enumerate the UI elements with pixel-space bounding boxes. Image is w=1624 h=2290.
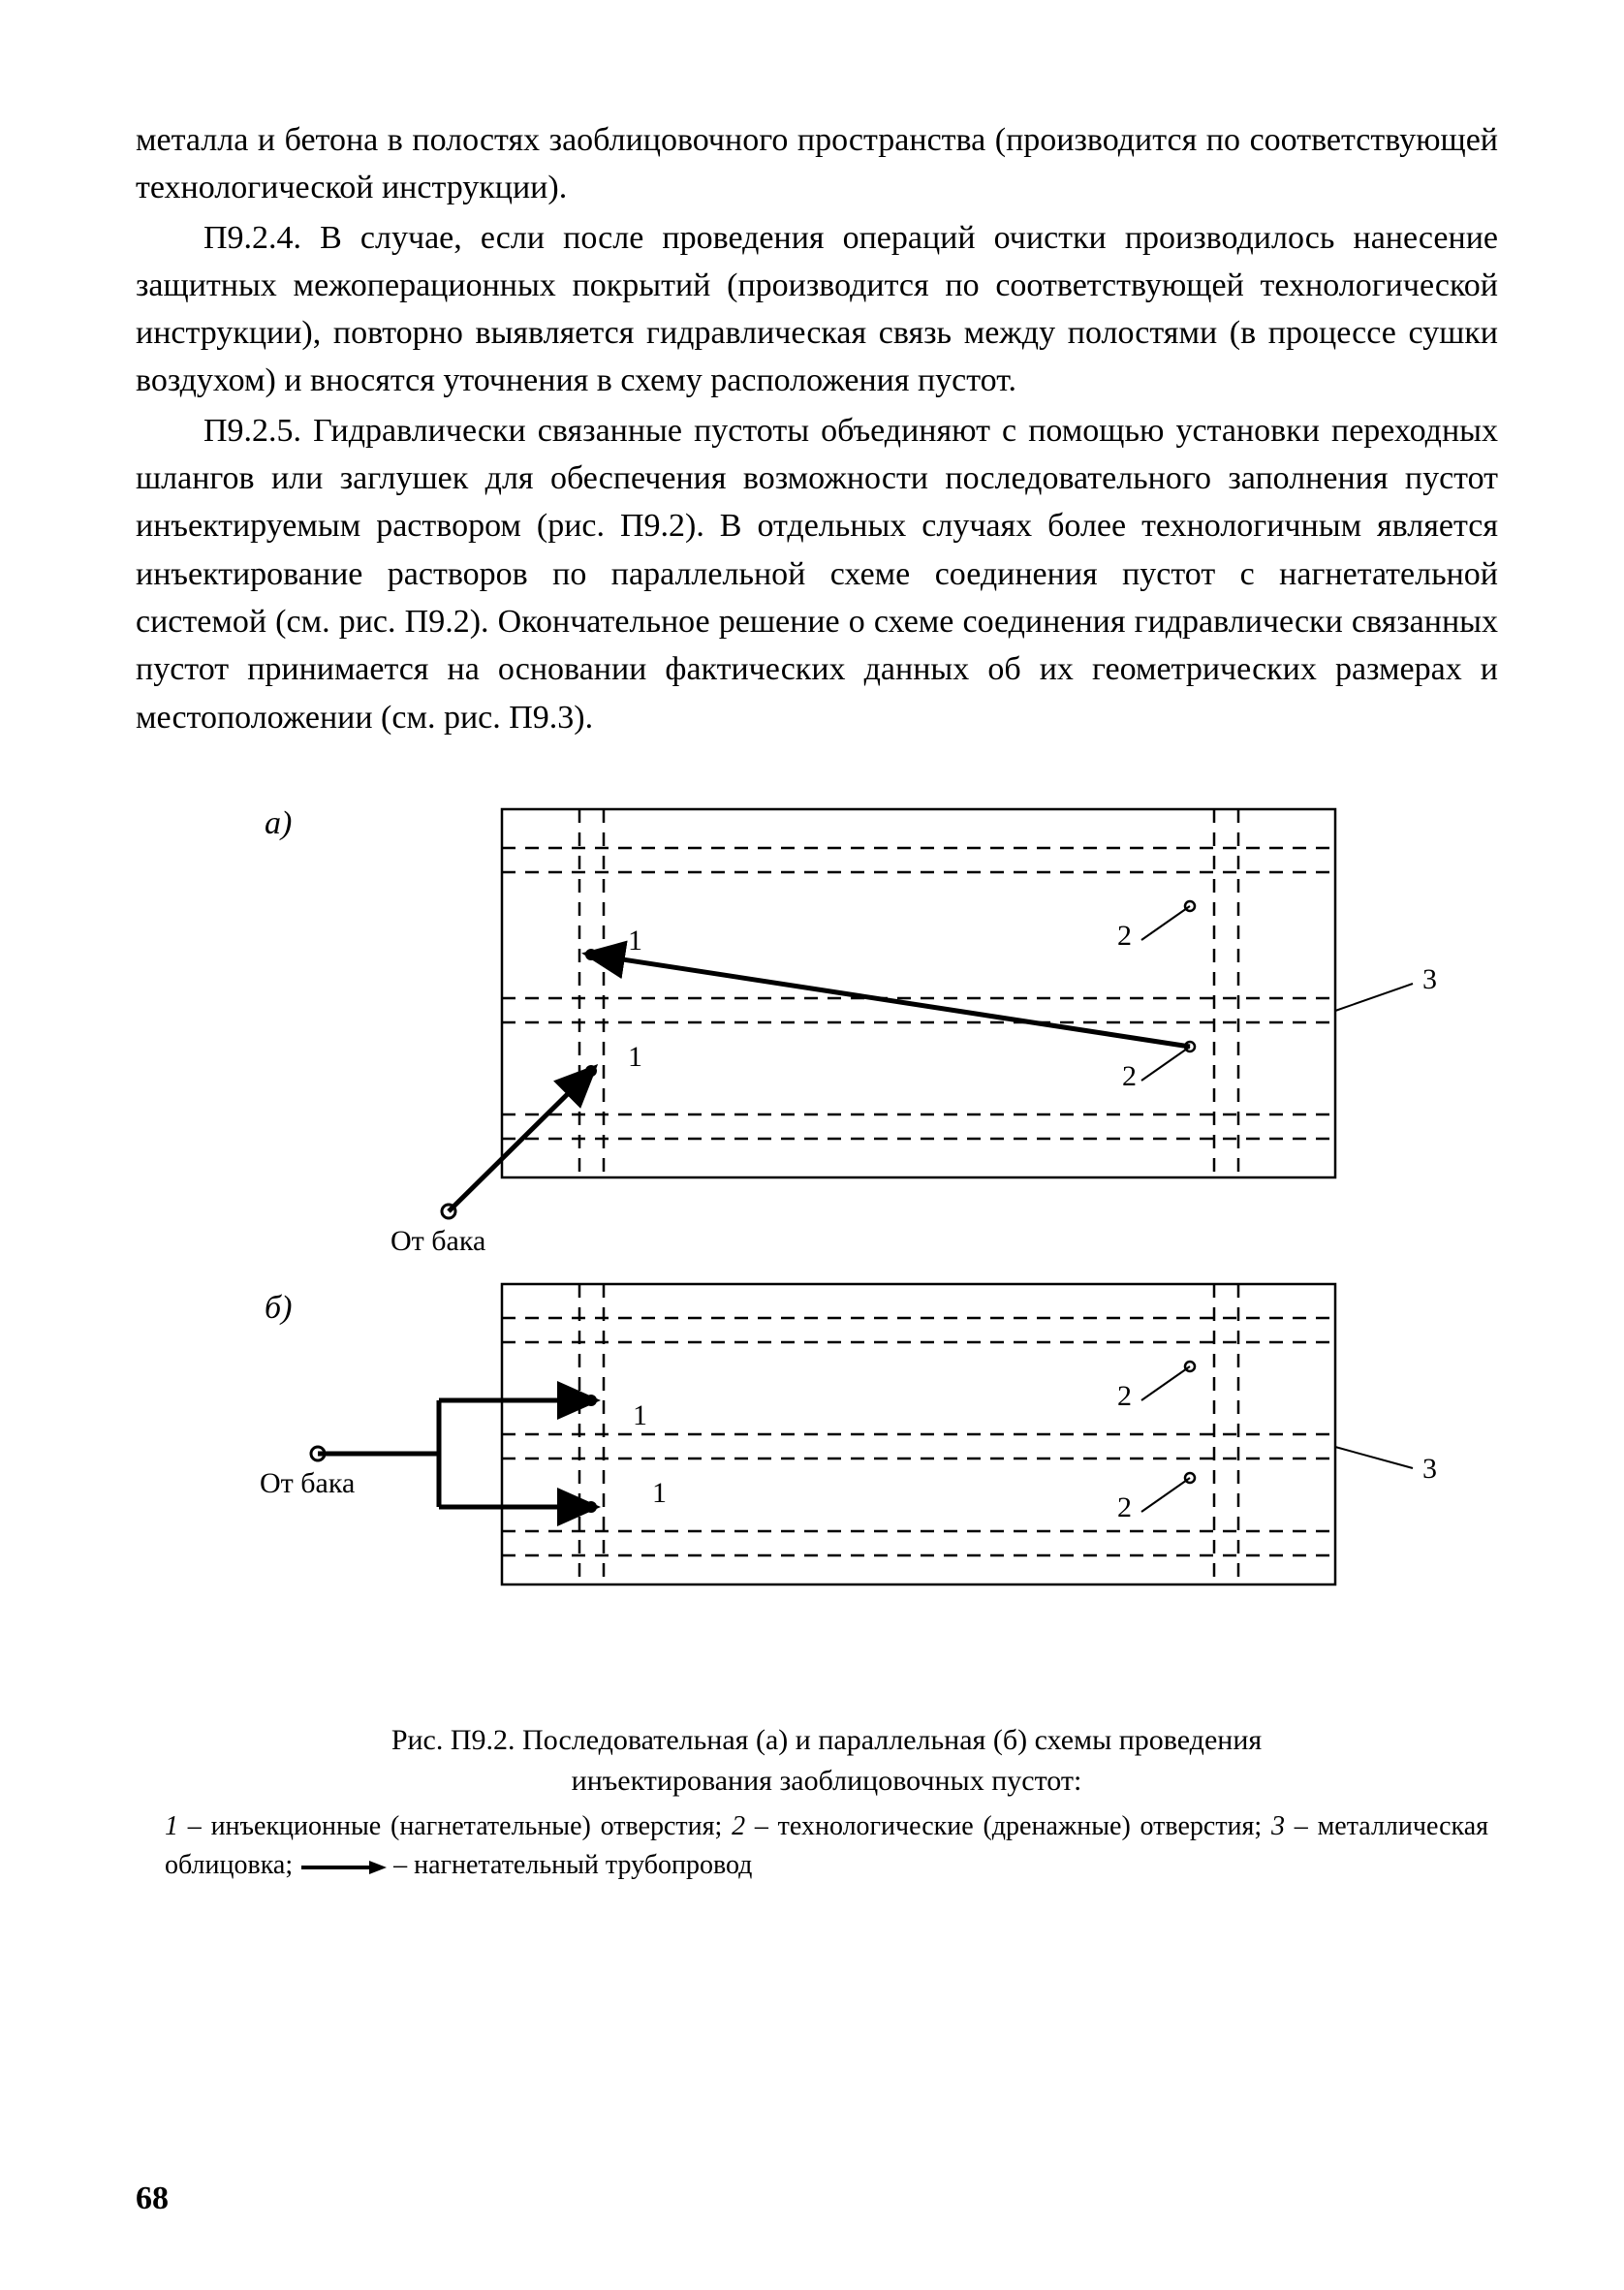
fig-a-from-tank: От бака (390, 1225, 485, 1257)
fig-a-num-2: 2 (1122, 1060, 1137, 1092)
legend-text-4: – нагнетательный трубопровод (387, 1850, 752, 1880)
figure-svg: а) 1 1 2 (172, 780, 1481, 1652)
legend-num-1: 1 (165, 1811, 178, 1841)
arrow-icon (299, 1859, 387, 1876)
fig-a-leader-3 (1335, 984, 1413, 1011)
fig-b-from-tank: От бака (260, 1467, 355, 1499)
legend-num-2: 2 (732, 1811, 745, 1841)
fig-b-leader-3 (1335, 1447, 1413, 1468)
fig-b-num-1: 1 (633, 1399, 647, 1431)
fig-a-num-1: 1 (628, 925, 642, 957)
fig-a-num-1: 1 (628, 1041, 642, 1073)
fig-b-num-3: 3 (1422, 1453, 1437, 1485)
legend-text-2: – технологические (дренажные) отверстия; (745, 1811, 1271, 1841)
fig-b-leader (1141, 1366, 1190, 1400)
fig-label-b: б) (265, 1290, 292, 1326)
fig-b-num-2: 2 (1117, 1380, 1132, 1412)
figure-caption: Рис. П9.2. Последовательная (а) и паралл… (155, 1720, 1498, 1802)
fig-a-leader (1141, 1047, 1190, 1081)
caption-line-2: инъектирования заоблицовочных пустот: (572, 1765, 1082, 1797)
caption-line-1: Рис. П9.2. Последовательная (а) и паралл… (391, 1724, 1262, 1756)
legend-num-3: 3 (1271, 1811, 1285, 1841)
fig-a-num-2: 2 (1117, 920, 1132, 952)
page: металла и бетона в полостях заоблицовочн… (0, 0, 1624, 2290)
page-number: 68 (136, 2175, 169, 2222)
fig-label-a: а) (265, 805, 292, 841)
legend-text-1: – инъекционные (нагнетательные) отверсти… (178, 1811, 732, 1841)
fig-a-leader (1141, 906, 1190, 940)
figure-legend: 1 – инъекционные (нагнетательные) отверс… (165, 1807, 1488, 1886)
fig-a-pipe (591, 955, 1190, 1047)
paragraph-continuation: металла и бетона в полостях заоблицовочн… (136, 116, 1498, 212)
paragraph-p925: П9.2.5. Гидравлически связанные пустоты … (136, 407, 1498, 741)
fig-a-outer-box (502, 809, 1335, 1177)
figure-p92: а) 1 1 2 (155, 780, 1498, 1886)
fig-b-num-2: 2 (1117, 1491, 1132, 1523)
fig-b-num-1: 1 (652, 1477, 667, 1509)
paragraph-p924: П9.2.4. В случае, если после проведения … (136, 214, 1498, 405)
fig-a-num-3: 3 (1422, 963, 1437, 995)
fig-b-leader (1141, 1478, 1190, 1512)
fig-a-pipe (449, 1071, 591, 1211)
